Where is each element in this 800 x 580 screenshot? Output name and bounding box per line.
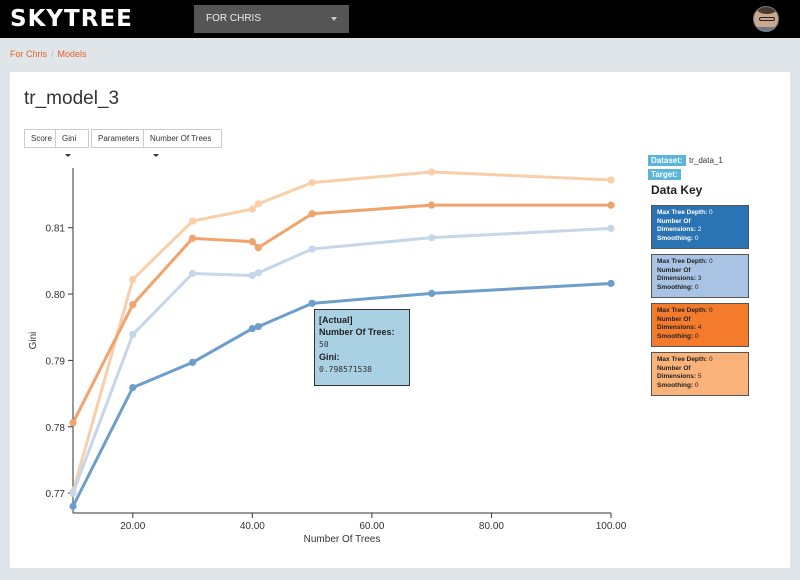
score-label: Score [24, 129, 56, 148]
series-1-point-7 [428, 168, 436, 176]
x-tick-label-1: 40.00 [240, 521, 265, 532]
series-2-point-6 [308, 210, 316, 218]
data-key-item-2[interactable]: Max Tree Depth: 0 Number Of Dimensions: … [651, 254, 749, 298]
chart-tooltip: [Actual] Number Of Trees: 50 Gini: 0.798… [314, 309, 410, 386]
y-tick-label-2: 0.79 [46, 356, 66, 367]
dataset-label: Dataset: [648, 155, 686, 166]
series-line-2 [71, 203, 611, 424]
tooltip-y-label: Gini [319, 352, 337, 362]
series-4-point-2 [129, 384, 137, 392]
top-bar: SKYTREE FOR CHRIS [0, 0, 800, 38]
x-axis-label: Number Of Trees [304, 534, 381, 545]
page-title: tr_model_3 [24, 88, 120, 109]
series-3-point-7 [428, 234, 436, 242]
caret-down-icon [65, 154, 71, 158]
series-4-point-6 [308, 299, 316, 307]
x-tick-label-3: 80.00 [479, 521, 504, 532]
avatar[interactable] [753, 6, 779, 32]
chevron-down-icon [331, 17, 337, 21]
series-3-point-2 [129, 330, 137, 339]
series-4-point-4 [248, 324, 256, 333]
parameters-dropdown-value: Number Of Trees [150, 134, 212, 143]
y-tick-label-3: 0.80 [46, 290, 66, 301]
series-1-point-4 [248, 205, 256, 213]
series-4-point-3 [188, 358, 197, 366]
tooltip-y-value: 0.798571538 [319, 365, 372, 374]
dataset-value: tr_data_1 [689, 156, 723, 165]
tooltip-x-value: 50 [319, 340, 329, 349]
series-2-point-2 [129, 301, 137, 309]
x-tick-label-0: 20.00 [120, 521, 145, 532]
y-tick-label-0: 0.77 [46, 489, 66, 500]
tooltip-x-label: Number Of Trees [319, 327, 392, 337]
series-4-point-5 [254, 322, 262, 331]
y-tick-label-4: 0.81 [46, 224, 66, 235]
series-2-point-5 [254, 244, 262, 252]
x-tick-label-2: 60.00 [359, 521, 384, 532]
score-dropdown-value: Gini [62, 134, 77, 143]
tooltip-series: [Actual] [319, 315, 353, 325]
series-line-1 [71, 170, 612, 493]
parameters-dropdown[interactable]: Number Of Trees [143, 129, 222, 158]
series-4-point-7 [428, 289, 436, 297]
project-select-value: FOR CHRIS [206, 13, 261, 24]
series-3-point-8 [607, 224, 615, 232]
breadcrumb-for-chris[interactable]: For Chris [10, 49, 48, 59]
score-dropdown[interactable]: Gini [55, 129, 89, 158]
series-1-point-2 [129, 275, 137, 284]
series-4-point-8 [607, 279, 615, 288]
series-1-point-8 [607, 176, 615, 184]
x-tick-label-4: 100.00 [596, 521, 627, 532]
series-2-point-8 [607, 201, 615, 209]
series-2-point-7 [428, 201, 436, 209]
series-3-point-6 [308, 245, 316, 253]
series-3-point-3 [188, 269, 197, 278]
breadcrumb-models[interactable]: Models [57, 49, 87, 59]
series-2-point-4 [248, 238, 256, 246]
data-key-item-3[interactable]: Max Tree Depth: 0 Number Of Dimensions: … [651, 303, 749, 347]
data-key-item-1[interactable]: Max Tree Depth: 0 Number Of Dimensions: … [651, 205, 749, 249]
project-select[interactable]: FOR CHRIS [194, 5, 349, 33]
series-3-point-1 [69, 489, 77, 497]
series-2-point-1 [69, 419, 77, 427]
skytree-logo[interactable]: SKYTREE [10, 6, 133, 32]
series-1-point-3 [188, 217, 197, 225]
data-key-item-4[interactable]: Max Tree Depth: 0 Number Of Dimensions: … [651, 352, 749, 396]
breadcrumb: For Chris / Models [10, 49, 87, 59]
series-1-point-6 [308, 178, 316, 187]
series-4-point-1 [69, 502, 77, 510]
y-axis-label: Gini [28, 332, 39, 350]
y-tick-label-1: 0.78 [46, 423, 66, 434]
data-key-title: Data Key [651, 183, 703, 197]
series-1-point-5 [254, 200, 262, 208]
series-3-point-4 [248, 271, 256, 280]
series-2-point-3 [188, 234, 197, 242]
series-3-point-5 [254, 269, 262, 277]
target-label: Target: [648, 169, 681, 180]
caret-down-icon [153, 154, 159, 158]
